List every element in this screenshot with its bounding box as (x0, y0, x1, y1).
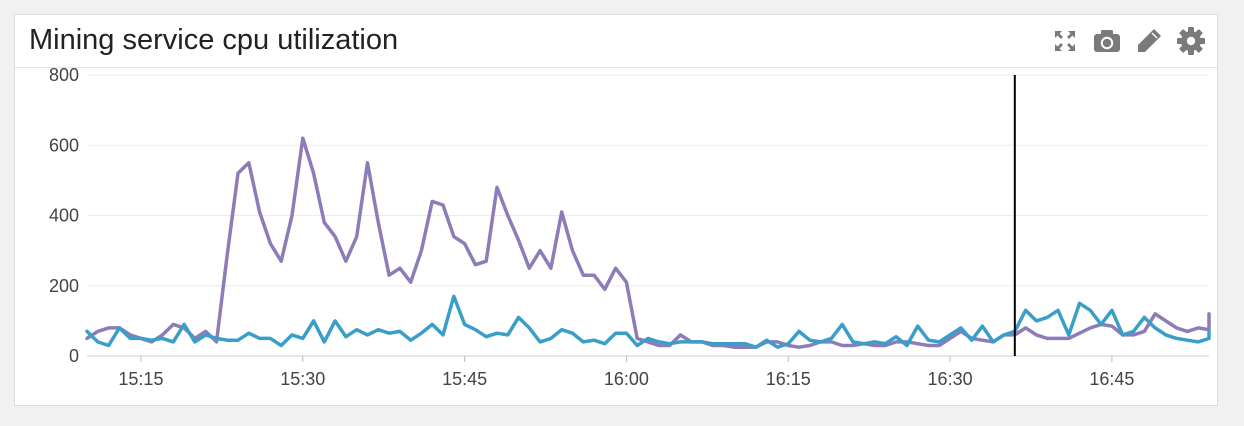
series-line-2 (85, 294, 1211, 349)
series-line-1 (85, 136, 1211, 349)
y-tick-label: 800 (49, 65, 79, 85)
x-tick-label: 16:45 (1089, 369, 1134, 389)
x-tick-label: 15:15 (118, 369, 163, 389)
y-tick-label: 400 (49, 206, 79, 226)
edit-button[interactable] (1133, 25, 1165, 57)
y-tick-label: 200 (49, 276, 79, 296)
y-axis: 0 200 400 600 800 (49, 65, 79, 366)
x-tick-label: 16:15 (766, 369, 811, 389)
grid-lines (87, 74, 1209, 357)
y-tick-label: 600 (49, 135, 79, 155)
expand-button[interactable] (1049, 25, 1081, 57)
x-tick-label: 16:30 (928, 369, 973, 389)
widget-toolbar (1049, 23, 1207, 59)
pencil-icon (1138, 29, 1161, 52)
chart-widget: Mining service cpu utilization (14, 14, 1218, 406)
x-tick-label: 15:30 (280, 369, 325, 389)
x-tick-label: 16:00 (604, 369, 649, 389)
chart-title: Mining service cpu utilization (29, 24, 399, 56)
widget-header: Mining service cpu utilization (15, 15, 1217, 68)
settings-button[interactable] (1175, 25, 1207, 57)
series-lines (85, 136, 1211, 349)
snapshot-button[interactable] (1091, 25, 1123, 57)
x-axis: 15:15 15:30 15:45 16:00 16:15 16:30 16:45 (118, 356, 1134, 389)
y-tick-label: 0 (69, 346, 79, 366)
expand-icon (1055, 31, 1075, 51)
gear-icon (1177, 27, 1205, 55)
camera-icon (1094, 30, 1120, 52)
x-tick-label: 15:45 (442, 369, 487, 389)
